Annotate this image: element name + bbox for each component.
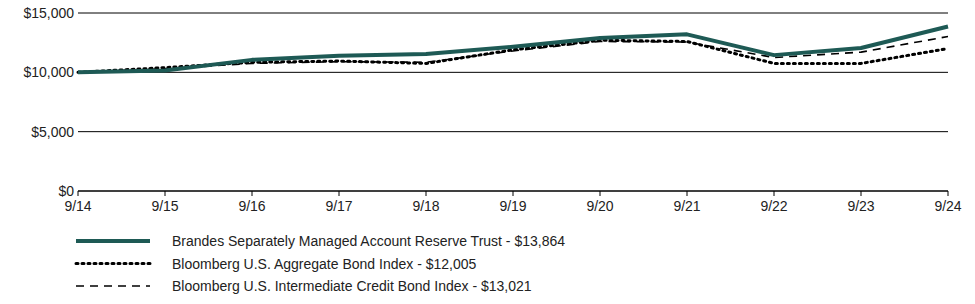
grid [78,13,948,191]
x-tick [165,191,166,196]
x-tick [600,191,601,196]
x-tick [948,191,949,196]
y-tick-label: $5,000 [31,124,74,140]
y-tick-label: $10,000 [23,64,74,80]
x-tick-label: 9/24 [934,198,961,214]
x-tick [687,191,688,196]
x-tick-label: 9/15 [151,198,178,214]
legend-swatch [76,285,150,287]
legend-label: Bloomberg U.S. Intermediate Credit Bond … [172,278,532,294]
x-tick-label: 9/18 [412,198,439,214]
x-tick-label: 9/17 [325,198,352,214]
x-tick [513,191,514,196]
y-axis-line [78,13,79,191]
legend: Brandes Separately Managed Account Reser… [76,233,565,294]
y-tick-label: $0 [58,183,74,199]
x-tick-label: 9/22 [760,198,787,214]
grid-line [78,131,948,132]
x-tick [774,191,775,196]
series-line [78,26,948,72]
x-tick-label: 9/23 [847,198,874,214]
x-tick-label: 9/21 [673,198,700,214]
chart-container: $0 $5,000 $10,000 $15,000 9/14 9/15 9/16 9/17 9/… [0,0,975,304]
x-tick-label: 9/16 [238,198,265,214]
x-tick-label: 9/20 [586,198,613,214]
grid-line [78,13,948,14]
legend-swatch [76,239,150,243]
x-tick-label: 9/14 [64,198,91,214]
x-tick [861,191,862,196]
x-tick-label: 9/19 [499,198,526,214]
grid-line [78,72,948,73]
legend-label: Brandes Separately Managed Account Reser… [172,233,565,249]
chart-svg: $0 $5,000 $10,000 $15,000 9/14 9/15 9/16 9/17 9/… [0,0,975,304]
x-tick [339,191,340,196]
x-tick [252,191,253,196]
legend-label: Bloomberg U.S. Aggregate Bond Index - $1… [172,256,477,272]
y-tick-label: $15,000 [23,5,74,21]
legend-swatch [76,262,150,265]
x-tick [426,191,427,196]
x-tick [78,191,79,196]
plot-area [78,26,948,72]
